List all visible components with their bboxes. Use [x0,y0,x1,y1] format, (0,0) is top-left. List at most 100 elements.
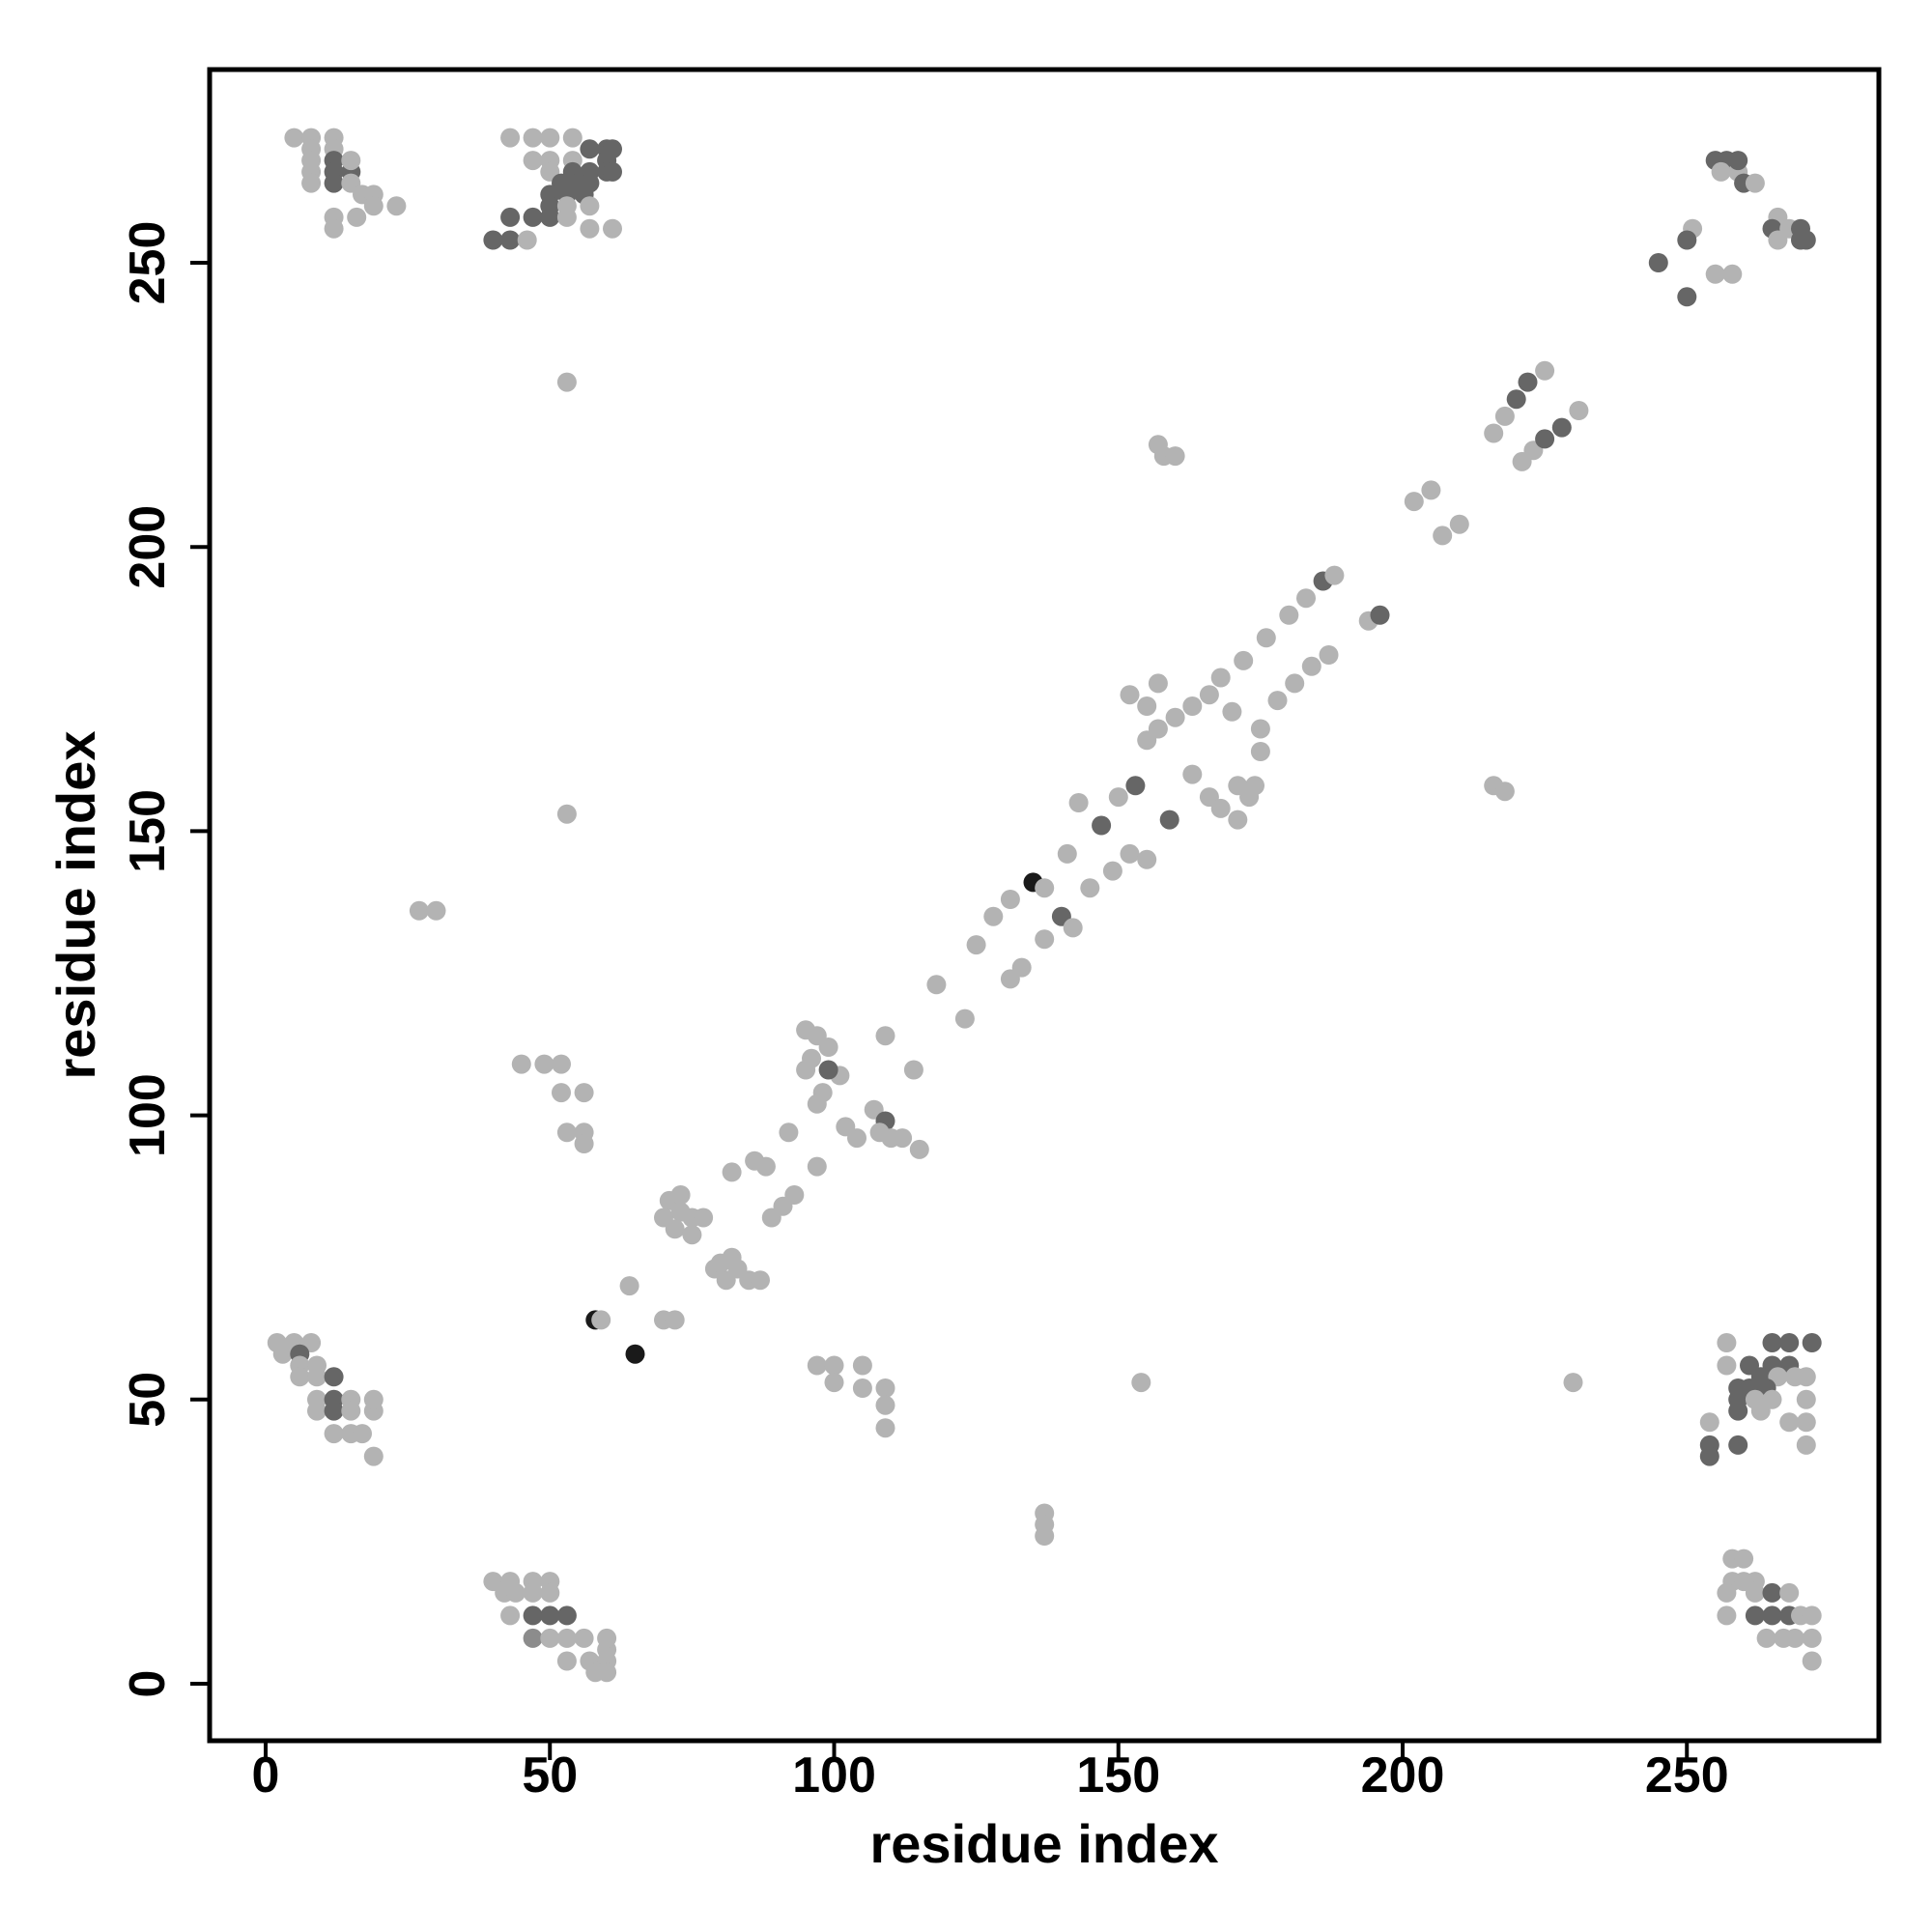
contact-point [1228,776,1248,796]
contact-point [341,1401,361,1421]
contact-point [1234,650,1254,670]
contact-point [574,1628,594,1648]
plot-frame [207,67,1882,1744]
y-tick-label: 250 [120,221,176,305]
contact-point [1148,673,1168,694]
contact-point [1000,890,1020,909]
contact-point [1728,1401,1748,1421]
y-tick-label: 0 [120,1670,176,1698]
contact-point [517,230,537,250]
contact-point [1796,230,1816,250]
contact-point [1518,372,1538,392]
contact-point [1785,1628,1805,1648]
contact-point [1035,878,1055,898]
contact-point [363,1389,384,1409]
contact-point [1796,1435,1816,1455]
contact-point [324,1424,344,1444]
contact-point [1035,929,1055,950]
contact-point [1494,781,1515,802]
contact-point [654,1208,673,1228]
contact-point [574,1083,594,1103]
contact-point [1563,1373,1583,1393]
contact-point [852,1378,872,1398]
contact-point [1768,230,1788,250]
contact-point [603,218,622,239]
contact-point [1569,401,1589,420]
contact-point [324,173,344,193]
contact-point [1063,918,1083,938]
contact-point [1080,878,1100,898]
contact-point [1319,645,1339,665]
contact-point [875,1378,895,1398]
contact-point [523,1582,543,1603]
contact-point [1404,492,1424,512]
contact-point [1802,1605,1822,1626]
contact-point [1057,843,1077,864]
contact-point [1796,1367,1816,1387]
contact-point [755,1156,776,1177]
contact-point [1802,1651,1822,1671]
contact-point [779,1122,799,1143]
contact-point [409,900,429,921]
contact-point [552,1054,571,1074]
contact-point [556,1651,577,1671]
contact-point [802,1048,821,1068]
contact-point [722,1162,742,1182]
contact-point [807,1156,827,1177]
contact-point [682,1225,702,1245]
contact-point [1728,151,1748,171]
contact-point [1279,605,1299,625]
contact-point [534,1054,554,1074]
y-axis: 0 50 100 150 200 250 [120,221,210,1698]
contact-point [580,139,600,159]
contact-point [552,1083,571,1103]
contact-point [556,207,577,227]
contact-point [1131,1373,1151,1393]
contact-point [1120,843,1140,864]
contact-point [1535,360,1555,381]
contact-point [818,1060,838,1080]
contact-point [807,1094,827,1114]
contact-point [1717,1605,1737,1626]
contact-point [665,1310,685,1330]
contact-point [1779,1582,1800,1603]
contact-point [1125,776,1146,796]
contact-point [591,1310,611,1330]
contact-point [1210,798,1231,818]
contact-point [1717,1333,1737,1352]
contact-point [540,207,560,227]
contact-point [807,1355,827,1376]
contact-point [852,1355,872,1376]
contact-point [540,1582,560,1603]
contact-point [523,1628,543,1648]
contact-point [1717,1355,1737,1376]
contact-point [500,207,521,227]
contact-point [1494,406,1515,426]
contact-point [1728,1435,1748,1455]
contact-point [1148,435,1168,455]
x-tick-label: 200 [1361,1747,1445,1804]
contact-point [1092,815,1112,836]
contact-point [511,1054,531,1074]
contact-point [824,1373,844,1393]
contact-point [1722,264,1743,284]
x-tick-label: 250 [1645,1747,1729,1804]
contact-point [1228,810,1248,830]
contact-point [603,139,622,159]
x-tick-label: 50 [522,1747,578,1804]
contact-point [619,1276,639,1296]
contact-point [983,906,1004,926]
contact-point [347,207,367,227]
contact-point [1182,764,1203,784]
contact-point [363,196,384,216]
contact-point [1535,429,1555,449]
contact-point [1210,668,1231,688]
x-tick-label: 150 [1076,1747,1160,1804]
contact-point [1506,389,1526,410]
contact-point [1250,719,1270,739]
contact-point [966,935,986,955]
x-tick-label: 100 [792,1747,876,1804]
contact-point [875,1395,895,1415]
contact-point [1182,696,1203,716]
contact-point [1677,287,1697,307]
